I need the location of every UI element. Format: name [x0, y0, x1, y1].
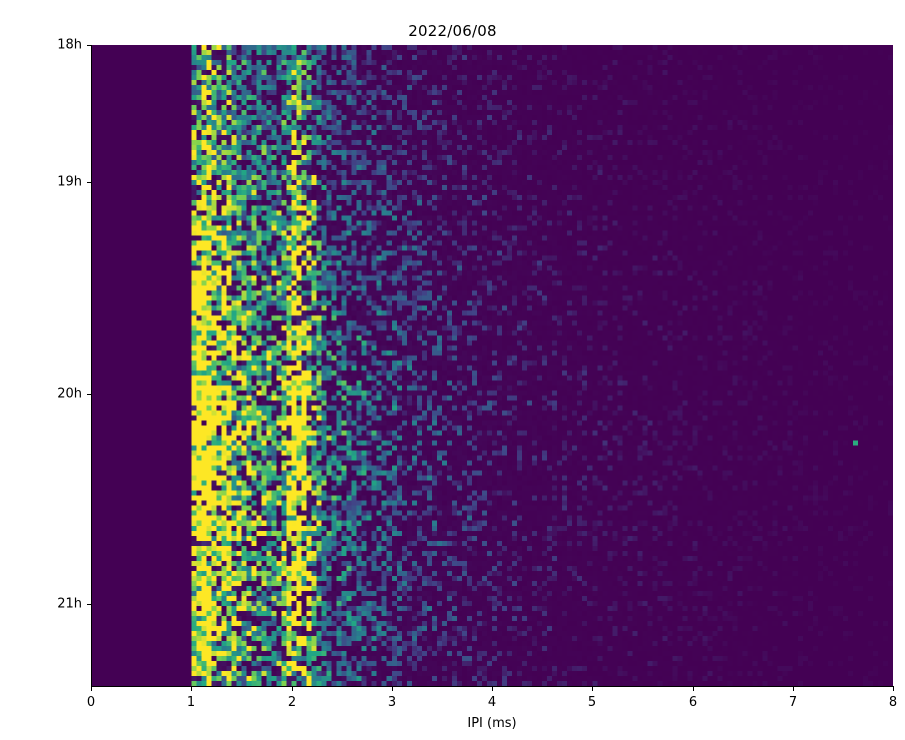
y-tick-label: 19h	[57, 174, 82, 190]
x-tick-label: 5	[587, 695, 597, 710]
x-tick-label: 2	[287, 695, 297, 710]
y-tick-mark	[87, 394, 91, 395]
heatmap-image	[91, 45, 893, 686]
x-tick-label: 3	[387, 695, 397, 710]
x-tick-mark	[392, 687, 393, 691]
x-tick-mark	[191, 687, 192, 691]
x-tick-label: 7	[788, 695, 798, 710]
x-tick-label: 8	[888, 695, 898, 710]
x-tick-mark	[893, 687, 894, 691]
x-tick-label: 4	[487, 695, 497, 710]
y-tick-label: 18h	[57, 37, 82, 53]
y-tick-mark	[87, 182, 91, 183]
x-tick-mark	[592, 687, 593, 691]
page-title: 2022/06/08	[408, 22, 497, 40]
axis-spine-bottom	[91, 686, 894, 687]
x-tick-label: 6	[688, 695, 698, 710]
x-tick-mark	[492, 687, 493, 691]
x-tick-label: 0	[86, 695, 96, 710]
y-tick-mark	[87, 604, 91, 605]
heatmap-plot-area	[91, 45, 893, 686]
y-tick-label: 20h	[57, 386, 82, 402]
x-tick-mark	[91, 687, 92, 691]
x-tick-mark	[693, 687, 694, 691]
x-tick-label: 1	[186, 695, 196, 710]
x-axis-label: IPI (ms)	[467, 716, 517, 731]
y-tick-mark	[87, 45, 91, 46]
x-tick-mark	[292, 687, 293, 691]
x-tick-mark	[793, 687, 794, 691]
y-tick-label: 21h	[57, 596, 82, 612]
axis-spine-left	[91, 45, 92, 687]
